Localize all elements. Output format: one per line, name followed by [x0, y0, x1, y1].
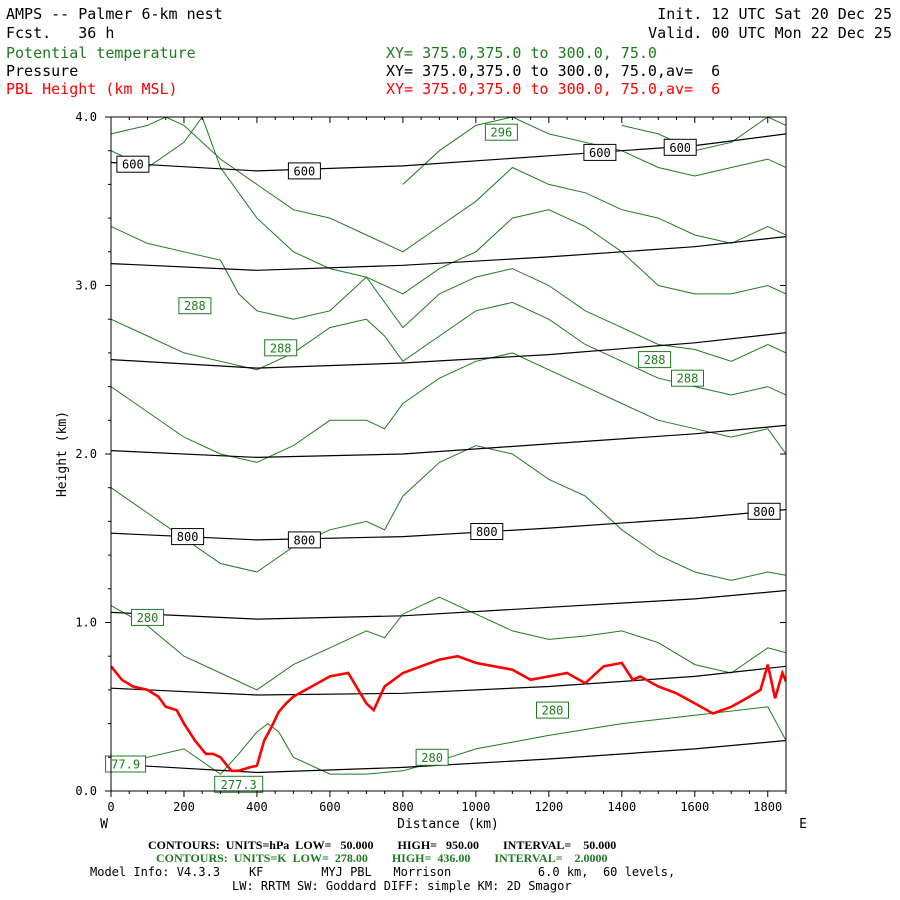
theta-contour-label-box — [671, 369, 704, 387]
y-tick-label: 0.0 — [75, 784, 97, 798]
pressure-contour-label-box — [116, 155, 150, 173]
x-tick-label: 600 — [319, 800, 341, 814]
pressure-contour-label: 800 — [294, 533, 316, 547]
field-pressure-name: Pressure — [6, 62, 79, 80]
chart-title: AMPS -- Palmer 6-km nest — [6, 5, 223, 23]
pressure-contour-label: 600 — [589, 146, 611, 160]
valid-time: Valid. 00 UTC Mon 22 Dec 25 — [648, 24, 892, 42]
pressure-contour-label-box — [171, 528, 205, 546]
theta-contour-label-box — [105, 755, 147, 773]
y-tick-label: 3.0 — [75, 279, 97, 293]
x-tick-label: 800 — [392, 800, 414, 814]
pressure-contour-label-box — [663, 138, 697, 156]
theta-contour-label: 296 — [491, 126, 513, 140]
theta-contour-label-box — [415, 748, 449, 766]
field-theta-xy: XY= 375.0,375.0 to 300.0, 75.0 — [386, 44, 657, 62]
theta-contour-label: 288 — [644, 353, 666, 367]
pressure-contour-850 — [111, 589, 786, 620]
east-label: E — [799, 817, 807, 832]
theta-contour-label-box — [638, 351, 672, 369]
pressure-contour-label: 800 — [476, 525, 498, 539]
pressure-contour-label: 600 — [122, 158, 144, 172]
pressure-contour-label-box — [470, 523, 504, 540]
theta-contour-label: 280 — [421, 751, 443, 765]
plot-frame — [110, 116, 787, 792]
pressure-contour-label: 800 — [753, 505, 775, 519]
west-label: W — [100, 817, 108, 832]
pressure-contour-label: 800 — [177, 530, 199, 544]
y-tick-label: 1.0 — [75, 616, 97, 630]
y-tick-label: 2.0 — [75, 447, 97, 461]
theta-contour-label: 288 — [270, 341, 292, 355]
footer-model-info: Model Info: V4.3.3 KF MYJ PBL Morrison 6… — [90, 865, 676, 879]
theta-contour-label-box — [264, 339, 298, 357]
x-tick-label: 200 — [173, 800, 195, 814]
pressure-contour-700 — [111, 332, 786, 369]
pressure-contour-900 — [111, 665, 786, 696]
theta-contour-label-box — [536, 701, 569, 719]
theta-contour-label: 277.3 — [221, 778, 257, 792]
x-tick-label: 1200 — [534, 800, 563, 814]
pressure-contour-800 — [111, 509, 786, 541]
theta-contours — [111, 117, 786, 775]
x-tick-label: 400 — [246, 800, 268, 814]
pressure-contour-600 — [111, 133, 786, 172]
x-tick-label: 1600 — [680, 800, 709, 814]
pressure-contours — [111, 133, 786, 774]
pbl-height-line — [111, 654, 786, 773]
theta-contour-line — [111, 226, 786, 362]
pressure-contour-650 — [111, 236, 786, 271]
theta-contour-label-box — [178, 297, 212, 315]
x-tick-label: 0 — [107, 800, 114, 814]
forecast-hour: Fcst. 36 h — [6, 24, 115, 42]
field-theta-name: Potential temperature — [6, 44, 196, 62]
field-pbl-name: PBL Height (km MSL) — [6, 80, 178, 98]
theta-contour-line — [111, 596, 786, 691]
pressure-contour-label: 600 — [669, 141, 691, 155]
field-pressure-xy: XY= 375.0,375.0 to 300.0, 75.0,av= 6 — [386, 62, 721, 80]
theta-contour-label: 288 — [184, 299, 206, 313]
theta-contour-line — [111, 117, 786, 295]
init-time: Init. 12 UTC Sat 20 Dec 25 — [657, 5, 892, 23]
axes: 0 200 400 600 800 1000 1200 1400 1600 1800 0.0 1.0 2… — [75, 110, 787, 814]
theta-contour-label: 288 — [677, 372, 699, 386]
y-axis-label: Height (km) — [55, 411, 70, 497]
field-pbl-xy: XY= 375.0,375.0 to 300.0, 75.0,av= 6 — [386, 80, 721, 98]
theta-contour-label: 77.9 — [111, 758, 140, 772]
theta-contour-line — [111, 706, 786, 775]
theta-contour-line — [111, 117, 786, 253]
theta-contour-label-box — [131, 608, 164, 626]
theta-contour-label-box — [484, 123, 518, 141]
x-tick-label: 1800 — [753, 800, 782, 814]
x-tick-label: 1400 — [607, 800, 636, 814]
footer-theta-contours: CONTOURS: UNITS=K LOW= 278.00 HIGH= 436.… — [156, 851, 608, 865]
pbl-height-series — [111, 654, 786, 773]
pressure-contour-label: 600 — [294, 164, 316, 178]
pressure-contour-label-box — [747, 502, 781, 520]
pressure-contour-label-box — [287, 162, 321, 180]
footer-pressure-contours: CONTOURS: UNITS=hPa LOW= 50.000 HIGH= 95… — [148, 838, 617, 852]
y-tick-label: 4.0 — [75, 110, 97, 124]
theta-contour-line — [111, 352, 786, 463]
x-axis-label: Distance (km) — [397, 817, 499, 832]
theta-contour-label: 280 — [542, 704, 564, 718]
pressure-contour-750 — [111, 424, 786, 459]
footer-physics-info: LW: RRTM SW: Goddard DIFF: simple KM: 2D… — [232, 879, 572, 893]
theta-contour-label: 280 — [137, 611, 159, 625]
pressure-contour-label-box — [287, 531, 321, 549]
theta-contour-line — [111, 445, 786, 581]
x-tick-label: 1000 — [461, 800, 490, 814]
contour-labels: 296 288 288 288 288 280 280 280 77.9 277.3 600 600 6… — [105, 123, 781, 793]
pressure-contour-label-box — [583, 143, 617, 161]
theta-contour-line — [621, 117, 786, 152]
